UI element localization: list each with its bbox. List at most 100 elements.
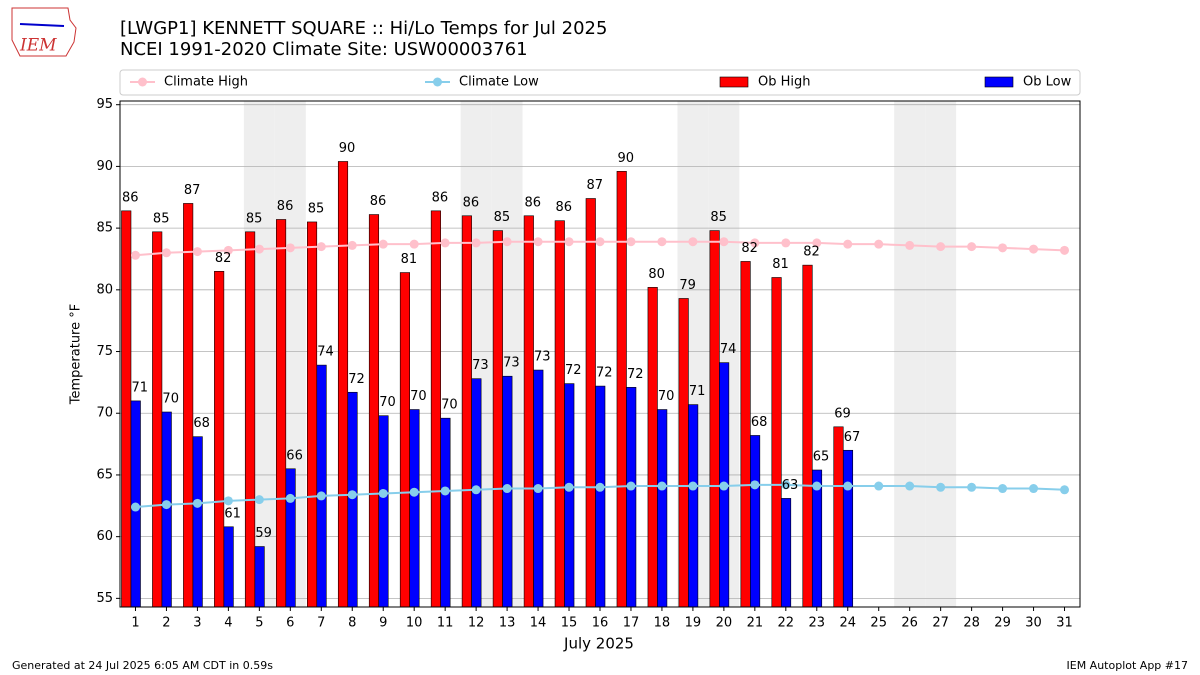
bar bbox=[440, 417, 451, 607]
point bbox=[409, 487, 419, 497]
bar bbox=[585, 198, 596, 607]
logo: IEM bbox=[11, 7, 77, 57]
point bbox=[223, 496, 233, 506]
point bbox=[595, 482, 605, 492]
legend-marker bbox=[138, 77, 147, 87]
point bbox=[812, 481, 822, 491]
bar bbox=[254, 546, 265, 607]
bar bbox=[430, 210, 441, 607]
point bbox=[905, 481, 915, 491]
x-tick-label: 4 bbox=[224, 616, 232, 631]
data-label: 72 bbox=[596, 366, 613, 381]
point bbox=[254, 244, 264, 254]
y-tick-label: 95 bbox=[96, 97, 113, 112]
data-label: 85 bbox=[246, 211, 263, 226]
bar bbox=[564, 383, 575, 607]
point bbox=[781, 238, 791, 248]
point bbox=[1060, 245, 1070, 255]
data-label: 90 bbox=[339, 141, 356, 156]
chart-title: [LWGP1] KENNETT SQUARE :: Hi/Lo Temps fo… bbox=[120, 18, 607, 39]
data-label: 87 bbox=[184, 183, 201, 198]
bar bbox=[595, 385, 606, 607]
legend-marker bbox=[433, 77, 442, 87]
data-label: 70 bbox=[410, 389, 427, 404]
x-tick-label: 16 bbox=[592, 616, 609, 631]
bar bbox=[183, 203, 194, 607]
x-tick-label: 25 bbox=[870, 616, 887, 631]
bar bbox=[626, 387, 637, 607]
point bbox=[347, 240, 357, 250]
weekend-shade bbox=[894, 101, 926, 607]
point bbox=[347, 490, 357, 500]
legend-label: Climate High bbox=[164, 75, 248, 90]
point bbox=[998, 243, 1008, 253]
y-tick-label: 90 bbox=[96, 159, 113, 174]
bar bbox=[121, 210, 132, 607]
data-label: 86 bbox=[432, 190, 449, 205]
point bbox=[564, 237, 574, 247]
point bbox=[874, 481, 884, 491]
bar bbox=[306, 221, 318, 607]
point bbox=[130, 502, 140, 512]
legend-swatch bbox=[984, 76, 1014, 88]
point bbox=[626, 237, 636, 247]
bar bbox=[214, 271, 225, 607]
data-label: 87 bbox=[586, 178, 603, 193]
point bbox=[409, 239, 419, 249]
legend-box bbox=[119, 69, 1081, 96]
data-label: 72 bbox=[348, 372, 365, 387]
x-tick-label: 10 bbox=[406, 616, 423, 631]
y-tick-label: 60 bbox=[96, 529, 113, 544]
y-tick-label: 55 bbox=[96, 591, 113, 606]
bar bbox=[554, 220, 565, 607]
logo-text: IEM bbox=[19, 36, 57, 56]
data-label: 65 bbox=[813, 450, 830, 465]
x-tick-label: 30 bbox=[1025, 616, 1042, 631]
point bbox=[316, 242, 326, 252]
x-tick-label: 3 bbox=[193, 616, 201, 631]
x-tick-label: 26 bbox=[901, 616, 918, 631]
data-label: 70 bbox=[379, 395, 396, 410]
x-tick-label: 18 bbox=[654, 616, 671, 631]
x-tick-label: 27 bbox=[932, 616, 949, 631]
data-label: 71 bbox=[131, 380, 148, 395]
point bbox=[657, 481, 667, 491]
bar bbox=[409, 409, 420, 607]
point bbox=[843, 481, 853, 491]
bar bbox=[842, 449, 854, 607]
bar bbox=[781, 498, 792, 607]
data-label: 69 bbox=[834, 406, 851, 421]
bar bbox=[657, 409, 668, 607]
data-label: 73 bbox=[472, 358, 489, 373]
data-label: 61 bbox=[224, 506, 241, 521]
data-label: 90 bbox=[617, 151, 634, 166]
legend-label: Ob High bbox=[758, 75, 811, 90]
point bbox=[223, 245, 233, 255]
point bbox=[316, 491, 326, 501]
point bbox=[936, 242, 946, 252]
point bbox=[285, 243, 295, 253]
y-tick-label: 65 bbox=[96, 467, 113, 482]
bar bbox=[347, 391, 358, 607]
point bbox=[688, 237, 698, 247]
point bbox=[161, 500, 171, 510]
point bbox=[1029, 484, 1039, 494]
bar bbox=[523, 215, 534, 607]
x-tick-label: 9 bbox=[379, 616, 387, 631]
x-tick-label: 7 bbox=[317, 616, 325, 631]
data-label: 73 bbox=[503, 356, 520, 371]
point bbox=[161, 248, 171, 258]
bar bbox=[647, 287, 658, 607]
point bbox=[471, 485, 481, 495]
y-axis-label: Temperature °F bbox=[69, 304, 84, 405]
data-label: 86 bbox=[463, 195, 480, 210]
weekend-shade bbox=[925, 101, 957, 607]
point bbox=[130, 250, 140, 260]
x-axis-label: July 2025 bbox=[563, 635, 634, 653]
data-label: 81 bbox=[401, 252, 418, 267]
point bbox=[564, 482, 574, 492]
x-tick-label: 21 bbox=[747, 616, 764, 631]
x-tick-label: 28 bbox=[963, 616, 980, 631]
legend-swatch bbox=[719, 76, 749, 88]
